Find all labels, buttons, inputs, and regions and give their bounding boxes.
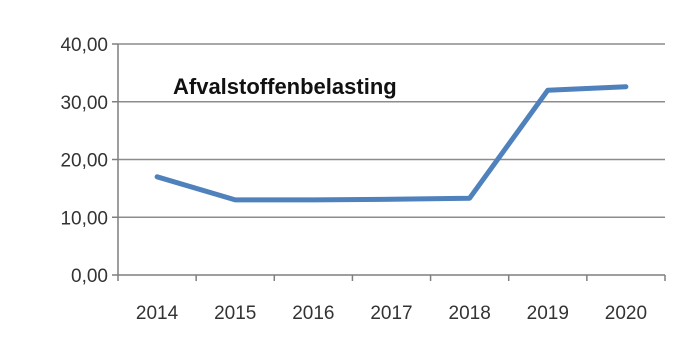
- x-tick-label: 2018: [449, 303, 491, 324]
- series-line: [154, 84, 629, 203]
- y-tick-label: 0,00: [71, 266, 108, 287]
- y-tick-label: 20,00: [60, 151, 108, 172]
- x-tick-label: 2020: [605, 303, 647, 324]
- chart-title: Afvalstoffenbelasting: [173, 74, 397, 99]
- x-tick-label: 2019: [527, 303, 569, 324]
- x-tick-label: 2016: [292, 303, 334, 324]
- y-tick-label: 40,00: [60, 35, 108, 56]
- gridlines: [118, 43, 665, 218]
- y-axis-ticks: 0,00 10,00 20,00 30,00 40,00: [60, 35, 118, 287]
- x-tick-label: 2014: [136, 303, 179, 324]
- y-tick-label: 30,00: [60, 93, 108, 114]
- series-group: [154, 84, 629, 203]
- y-tick-label: 10,00: [60, 208, 108, 229]
- x-tick-label: 2017: [370, 303, 412, 324]
- x-tick-label: 2015: [214, 303, 256, 324]
- x-axis-ticks: 2014 2015 2016 2017 2018 2019 2020: [117, 275, 666, 324]
